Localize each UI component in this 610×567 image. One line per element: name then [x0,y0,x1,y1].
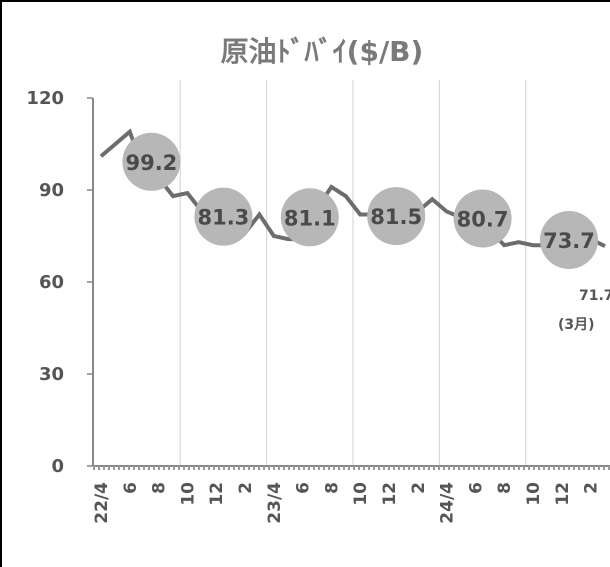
average-bubble-4 [453,189,512,248]
x-tick-label-12: 23/4 [265,482,285,524]
average-bubbles: 99.2 81.3 81.1 81.5 80.7 73.7 [122,132,598,269]
x-tick-label-26: 6 [466,482,486,494]
chart-title: 原油ﾄﾞﾊﾞｲ($/B) [221,35,424,68]
x-tick-label-14: 6 [294,482,314,494]
average-label-4: 80.7 [457,208,509,232]
vertical-gridlines [179,80,527,466]
latest-month-label: (3月) [558,317,595,333]
x-tick-label-24: 24/4 [438,482,458,524]
y-tick-label-0: 0 [51,456,64,477]
average-bubble-1 [194,187,253,246]
x-tick-label-2: 6 [121,482,141,494]
average-label-2: 81.1 [284,206,336,230]
x-tick-label-10: 2 [236,482,256,494]
latest-value-label: 71.7 [579,288,610,304]
x-tick-label-18: 10 [351,482,371,506]
average-bubble-5 [540,210,598,269]
latest-annotation: 71.7 (3月) [558,288,610,333]
x-tick-label-6: 10 [178,482,198,506]
x-tick-label-20: 12 [380,482,400,506]
x-tick-label-34: 2 [582,482,602,494]
x-tick-label-22: 2 [409,482,429,494]
y-tick-label-30: 30 [39,364,64,385]
x-tick-label-0: 22/4 [92,482,112,524]
average-bubble-2 [280,188,339,247]
x-tick-label-16: 8 [322,482,342,494]
x-tick-label-8: 12 [207,482,227,506]
y-tick-label-90: 90 [39,180,64,201]
average-label-0: 99.2 [125,151,177,175]
average-label-3: 81.5 [370,205,422,229]
x-tick-labels: 22/4 6 8 10 12 2 23/4 6 8 10 12 2 24/4 6 8 10 12 2 [92,482,602,524]
y-tick-label-60: 60 [39,272,64,293]
x-tick-label-4: 8 [150,482,170,494]
y-tick-label-120: 120 [26,88,64,109]
x-tick-label-28: 8 [495,482,515,494]
x-tick-label-30: 10 [524,482,544,506]
x-tick-label-32: 12 [553,482,573,506]
average-bubble-3 [367,187,426,246]
average-label-5: 73.7 [543,229,595,253]
price-series [99,128,606,248]
average-label-1: 81.3 [197,206,249,230]
series-line [99,128,606,248]
average-bubble-0 [122,132,181,191]
y-tick-labels: 0 30 60 90 120 [26,88,93,477]
